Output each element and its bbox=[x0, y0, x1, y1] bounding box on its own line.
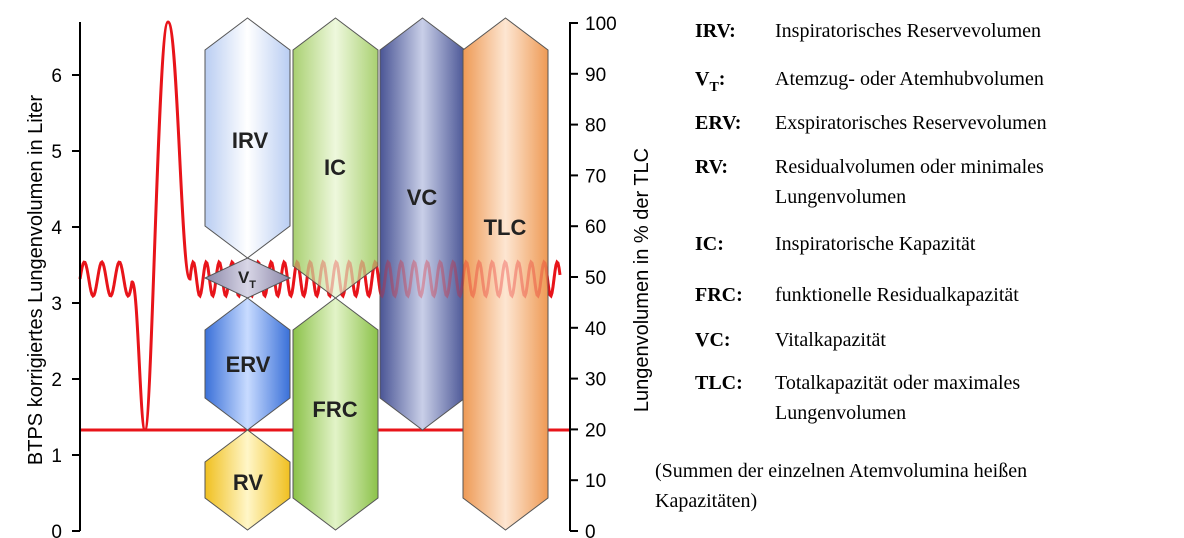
legend-description: Vitalkapazität bbox=[775, 329, 886, 351]
left-tick-label: 4 bbox=[51, 218, 62, 239]
legend-description: Totalkapazität oder maximales bbox=[775, 372, 1020, 394]
volume-label-main: ERV bbox=[226, 352, 271, 377]
legend-description: Atemzug- oder Atemhubvolumen bbox=[775, 68, 1044, 90]
legend: IRV: Inspiratorisches Reservevolumen VT: At… bbox=[655, 20, 1047, 512]
legend-term-text: IC: bbox=[695, 233, 724, 255]
legend-term-text: FRC: bbox=[695, 284, 743, 306]
legend-note: (Summen der einzelnen Atemvolumina heiße… bbox=[655, 460, 1027, 482]
left-tick-label: 3 bbox=[51, 294, 62, 315]
legend-term-text: ERV: bbox=[695, 112, 741, 134]
volume-label-main: V bbox=[238, 268, 250, 287]
axes: BTPS korrigiertes Lungenvolumen in Liter… bbox=[25, 14, 653, 538]
legend-term: TLC: bbox=[695, 372, 743, 394]
legend-term: RV: bbox=[695, 156, 728, 178]
right-axis-label: Lungenvolumen in % der TLC bbox=[631, 148, 653, 412]
volume-label: TLC bbox=[484, 215, 527, 240]
right-tick-label: 90 bbox=[585, 65, 606, 86]
volume-label: VT bbox=[238, 268, 256, 291]
volume-label-main: RV bbox=[233, 470, 263, 495]
left-tick-label: 0 bbox=[51, 522, 62, 538]
volume-label: IC bbox=[324, 155, 346, 180]
left-tick-label: 2 bbox=[51, 370, 62, 391]
volume-label: VC bbox=[407, 185, 438, 210]
right-tick-label: 10 bbox=[585, 471, 606, 492]
volume-arrows: IRV VT ERV RV IC FRC VC TLC bbox=[203, 17, 549, 531]
legend-term-text: VC: bbox=[695, 329, 731, 351]
legend-term-text: RV: bbox=[695, 156, 728, 178]
legend-description: Lungenvolumen bbox=[775, 186, 906, 208]
legend-term-suffix: : bbox=[719, 68, 726, 90]
right-tick-label: 0 bbox=[585, 522, 596, 538]
left-axis-label: BTPS korrigiertes Lungenvolumen in Liter bbox=[25, 95, 47, 466]
volume-label: FRC bbox=[312, 397, 357, 422]
volume-label-subscript: T bbox=[249, 279, 256, 291]
legend-term-text: TLC: bbox=[695, 372, 743, 394]
left-tick-label: 1 bbox=[51, 446, 62, 467]
legend-term-text: IRV: bbox=[695, 20, 736, 42]
right-tick-label: 80 bbox=[585, 116, 606, 137]
volume-label: RV bbox=[233, 470, 263, 495]
volume-label: IRV bbox=[232, 128, 269, 153]
legend-term: VT: bbox=[695, 68, 725, 95]
breathing-curve-faded bbox=[293, 259, 553, 299]
right-tick-label: 50 bbox=[585, 268, 606, 289]
volume-label: ERV bbox=[226, 352, 271, 377]
volume-arrow bbox=[379, 17, 466, 431]
legend-term: VC: bbox=[695, 329, 731, 351]
right-tick-label: 70 bbox=[585, 166, 606, 187]
volume-label-main: IRV bbox=[232, 128, 269, 153]
legend-term-text: V bbox=[695, 68, 710, 90]
legend-term-subscript: T bbox=[709, 80, 719, 95]
volume-label-main: TLC bbox=[484, 215, 527, 240]
legend-term: FRC: bbox=[695, 284, 743, 306]
volume-arrow bbox=[204, 429, 291, 531]
legend-description: Lungenvolumen bbox=[775, 402, 906, 424]
breathing-curve-overlay bbox=[293, 259, 553, 299]
volume-arrow bbox=[292, 297, 379, 531]
volume-label-main: IC bbox=[324, 155, 346, 180]
legend-note: Kapazitäten) bbox=[655, 490, 757, 512]
right-tick-label: 60 bbox=[585, 217, 606, 238]
legend-description: Inspiratorisches Reservevolumen bbox=[775, 20, 1041, 42]
right-tick-label: 40 bbox=[585, 319, 606, 340]
right-tick-label: 20 bbox=[585, 420, 606, 441]
right-tick-label: 30 bbox=[585, 370, 606, 391]
legend-term: IRV: bbox=[695, 20, 736, 42]
left-tick-label: 5 bbox=[51, 142, 62, 163]
left-tick-label: 6 bbox=[51, 66, 62, 87]
volume-label-main: VC bbox=[407, 185, 438, 210]
volume-label-main: FRC bbox=[312, 397, 357, 422]
legend-description: Exspiratorisches Reservevolumen bbox=[775, 112, 1047, 134]
legend-description: Inspiratorische Kapazität bbox=[775, 233, 976, 255]
legend-description: funktionelle Residualkapazität bbox=[775, 284, 1019, 306]
legend-description: Residualvolumen oder minimales bbox=[775, 156, 1044, 178]
volume-arrow bbox=[462, 17, 549, 531]
legend-term: ERV: bbox=[695, 112, 741, 134]
legend-term: IC: bbox=[695, 233, 724, 255]
right-tick-label: 100 bbox=[585, 14, 617, 35]
